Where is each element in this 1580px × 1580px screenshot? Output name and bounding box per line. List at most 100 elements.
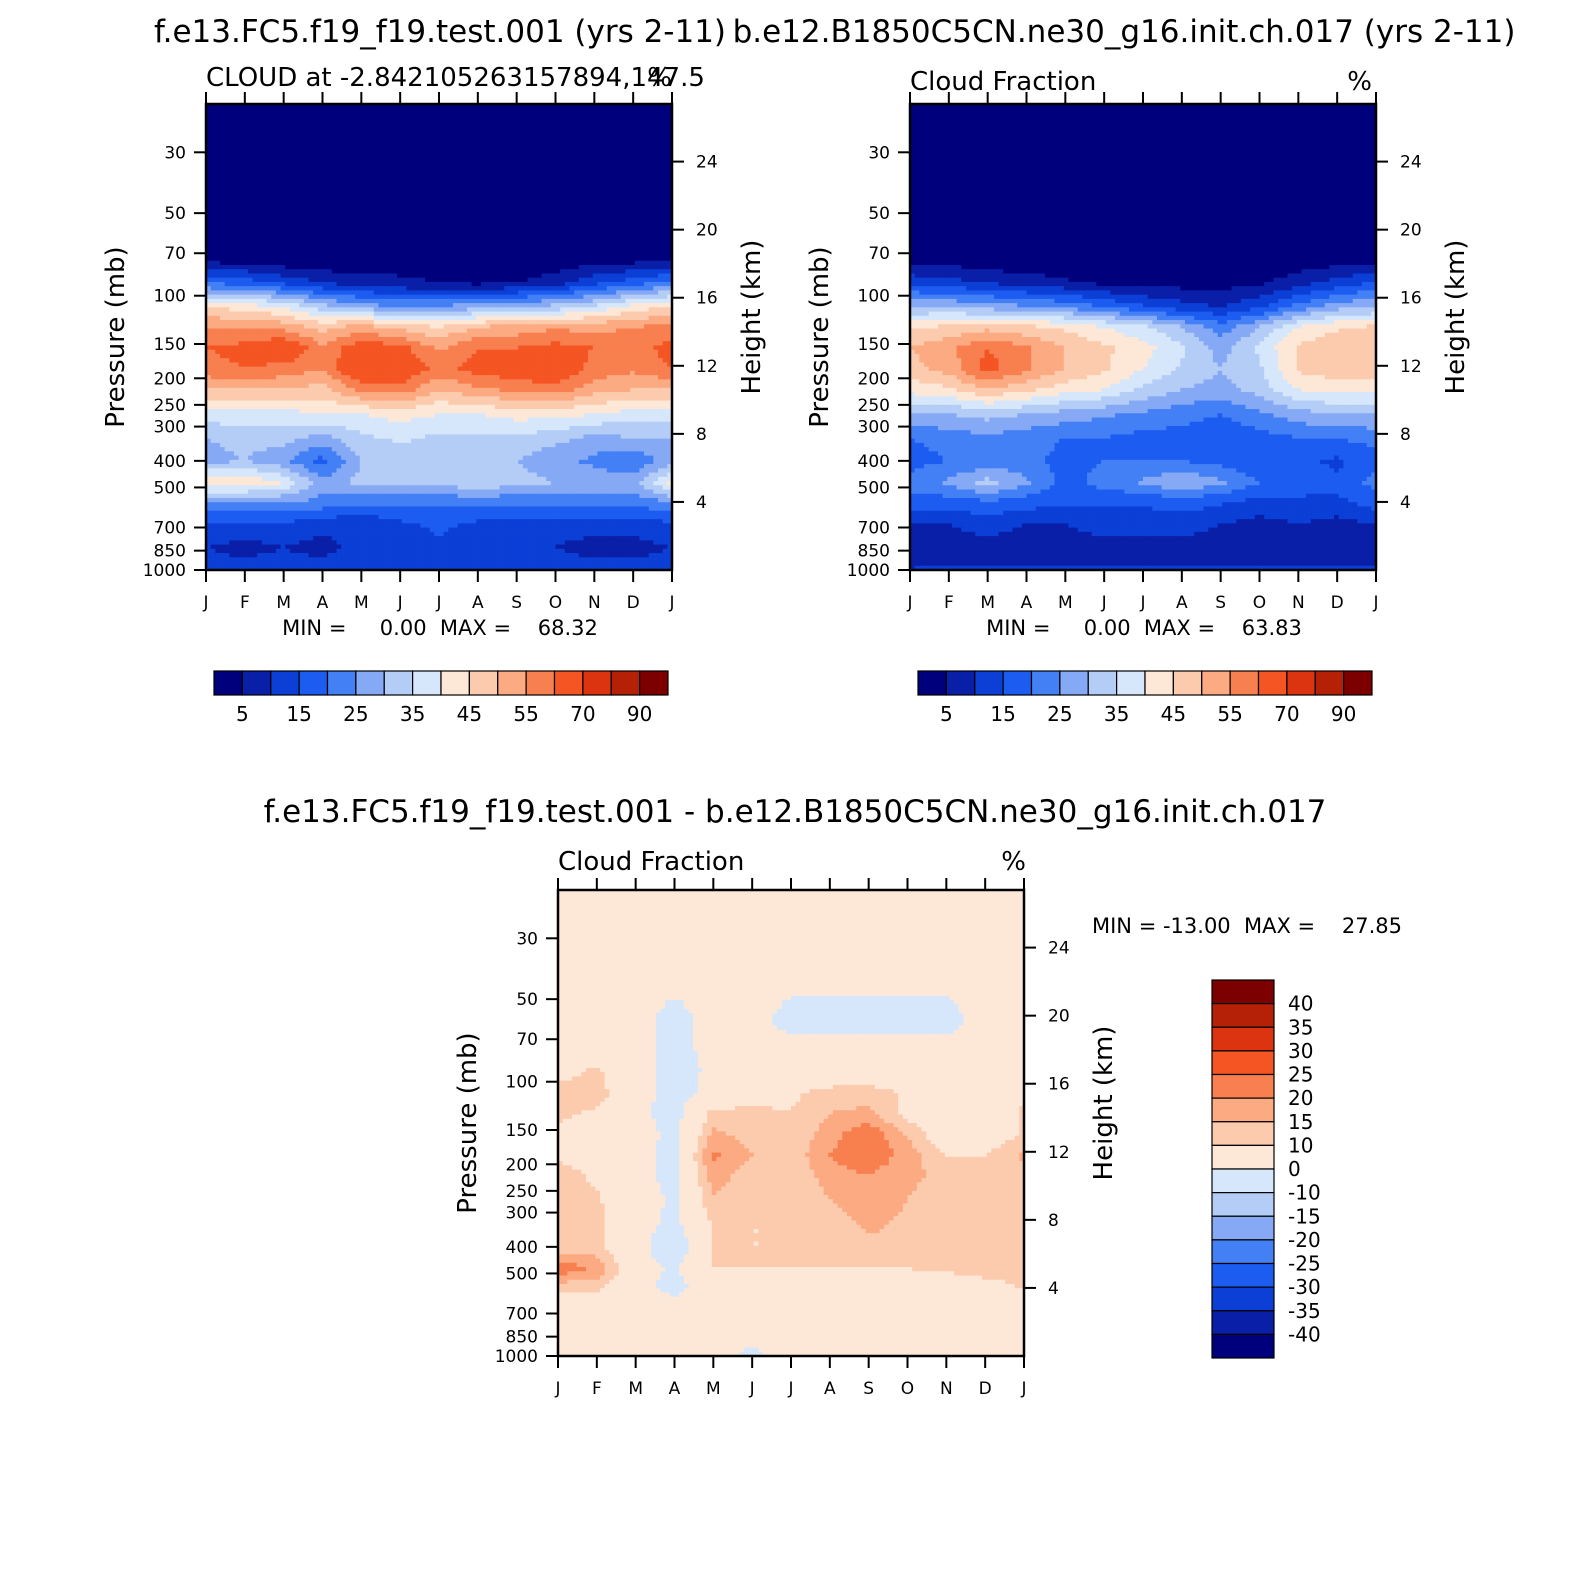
contour-cell <box>280 243 286 249</box>
contour-cell <box>527 239 533 245</box>
contour-cell <box>280 116 286 122</box>
contour-cell <box>294 222 300 228</box>
contour-cell <box>546 294 552 300</box>
contour-cell <box>369 188 375 194</box>
contour-cell <box>429 290 435 296</box>
contour-cell <box>578 176 585 181</box>
contour-cell <box>331 116 338 122</box>
contour-cell <box>504 290 510 296</box>
contour-cell <box>513 269 519 275</box>
contour-cell <box>350 231 356 236</box>
contour-cell <box>420 269 426 275</box>
contour-cell <box>597 137 603 143</box>
contour-cell <box>364 180 370 186</box>
contour-cell <box>266 235 272 241</box>
contour-cell <box>574 184 580 190</box>
contour-cell <box>639 303 645 308</box>
contour-cell <box>504 176 510 181</box>
contour-cell <box>499 159 505 164</box>
contour-cell <box>238 235 244 241</box>
contour-cell <box>606 311 613 317</box>
contour-cell <box>630 197 636 203</box>
contour-cell <box>266 218 272 224</box>
contour-cell <box>625 231 631 236</box>
contour-cell <box>243 273 249 279</box>
contour-cell <box>289 108 296 114</box>
contour-cell <box>252 150 258 156</box>
contour-cell <box>564 180 571 186</box>
contour-cell <box>271 239 277 245</box>
contour-cell <box>485 298 491 304</box>
contour-cell <box>313 243 319 249</box>
contour-cell <box>322 171 328 177</box>
contour-cell <box>504 235 510 241</box>
contour-cell <box>658 235 664 241</box>
contour-cell <box>294 142 300 147</box>
contour-cell <box>420 214 426 219</box>
contour-cell <box>504 104 510 109</box>
contour-cell <box>336 142 342 147</box>
contour-cell <box>317 290 324 296</box>
contour-cell <box>247 184 254 190</box>
contour-cell <box>415 150 421 156</box>
contour-cell <box>443 201 449 207</box>
contour-cell <box>644 159 650 164</box>
contour-cell <box>471 209 477 215</box>
contour-cell <box>499 116 505 122</box>
contour-cell <box>359 252 366 258</box>
contour-cell <box>490 298 496 304</box>
contour-cell <box>275 226 282 232</box>
contour-cell <box>406 281 412 287</box>
contour-cell <box>294 243 300 249</box>
contour-cell <box>443 104 449 109</box>
contour-cell <box>359 239 366 245</box>
contour-cell <box>383 273 389 279</box>
contour-cell <box>275 303 282 308</box>
contour-cell <box>499 129 505 135</box>
contour-cell <box>611 298 617 304</box>
contour-cell <box>471 281 477 287</box>
contour-cell <box>583 303 589 308</box>
contour-cell <box>355 104 361 109</box>
contour-cell <box>215 176 221 181</box>
contour-cell <box>630 176 636 181</box>
contour-cell <box>504 129 510 135</box>
contour-cell <box>569 176 575 181</box>
contour-cell <box>504 163 510 169</box>
contour-cell <box>261 197 268 203</box>
contour-cell <box>336 133 342 139</box>
contour-cell <box>499 231 505 236</box>
contour-cell <box>383 281 389 287</box>
contour-cell <box>266 137 272 143</box>
contour-cell <box>238 264 244 270</box>
contour-cell <box>420 307 426 313</box>
contour-cell <box>299 180 305 186</box>
contour-cell <box>411 180 417 186</box>
contour-cell <box>499 108 505 114</box>
contour-cell <box>355 133 361 139</box>
contour-cell <box>420 273 426 279</box>
contour-cell <box>392 252 398 258</box>
contour-cell <box>229 201 235 207</box>
contour-cell <box>401 197 407 203</box>
contour-cell <box>275 163 282 169</box>
contour-cell <box>359 281 366 287</box>
contour-cell <box>625 104 631 109</box>
contour-cell <box>513 129 519 135</box>
contour-cell <box>299 311 305 317</box>
contour-cell <box>494 264 501 270</box>
contour-cell <box>206 112 212 118</box>
contour-cell <box>243 243 249 249</box>
contour-cell <box>224 129 230 135</box>
contour-cell <box>550 277 557 283</box>
contour-cell <box>499 120 505 126</box>
contour-cell <box>336 108 342 114</box>
contour-cell <box>210 273 216 279</box>
contour-cell <box>243 120 249 126</box>
contour-cell <box>224 209 230 215</box>
contour-cell <box>555 201 561 207</box>
contour-cell <box>564 205 571 211</box>
contour-cell <box>583 125 589 131</box>
contour-cell <box>336 248 342 253</box>
contour-cell <box>215 269 221 275</box>
